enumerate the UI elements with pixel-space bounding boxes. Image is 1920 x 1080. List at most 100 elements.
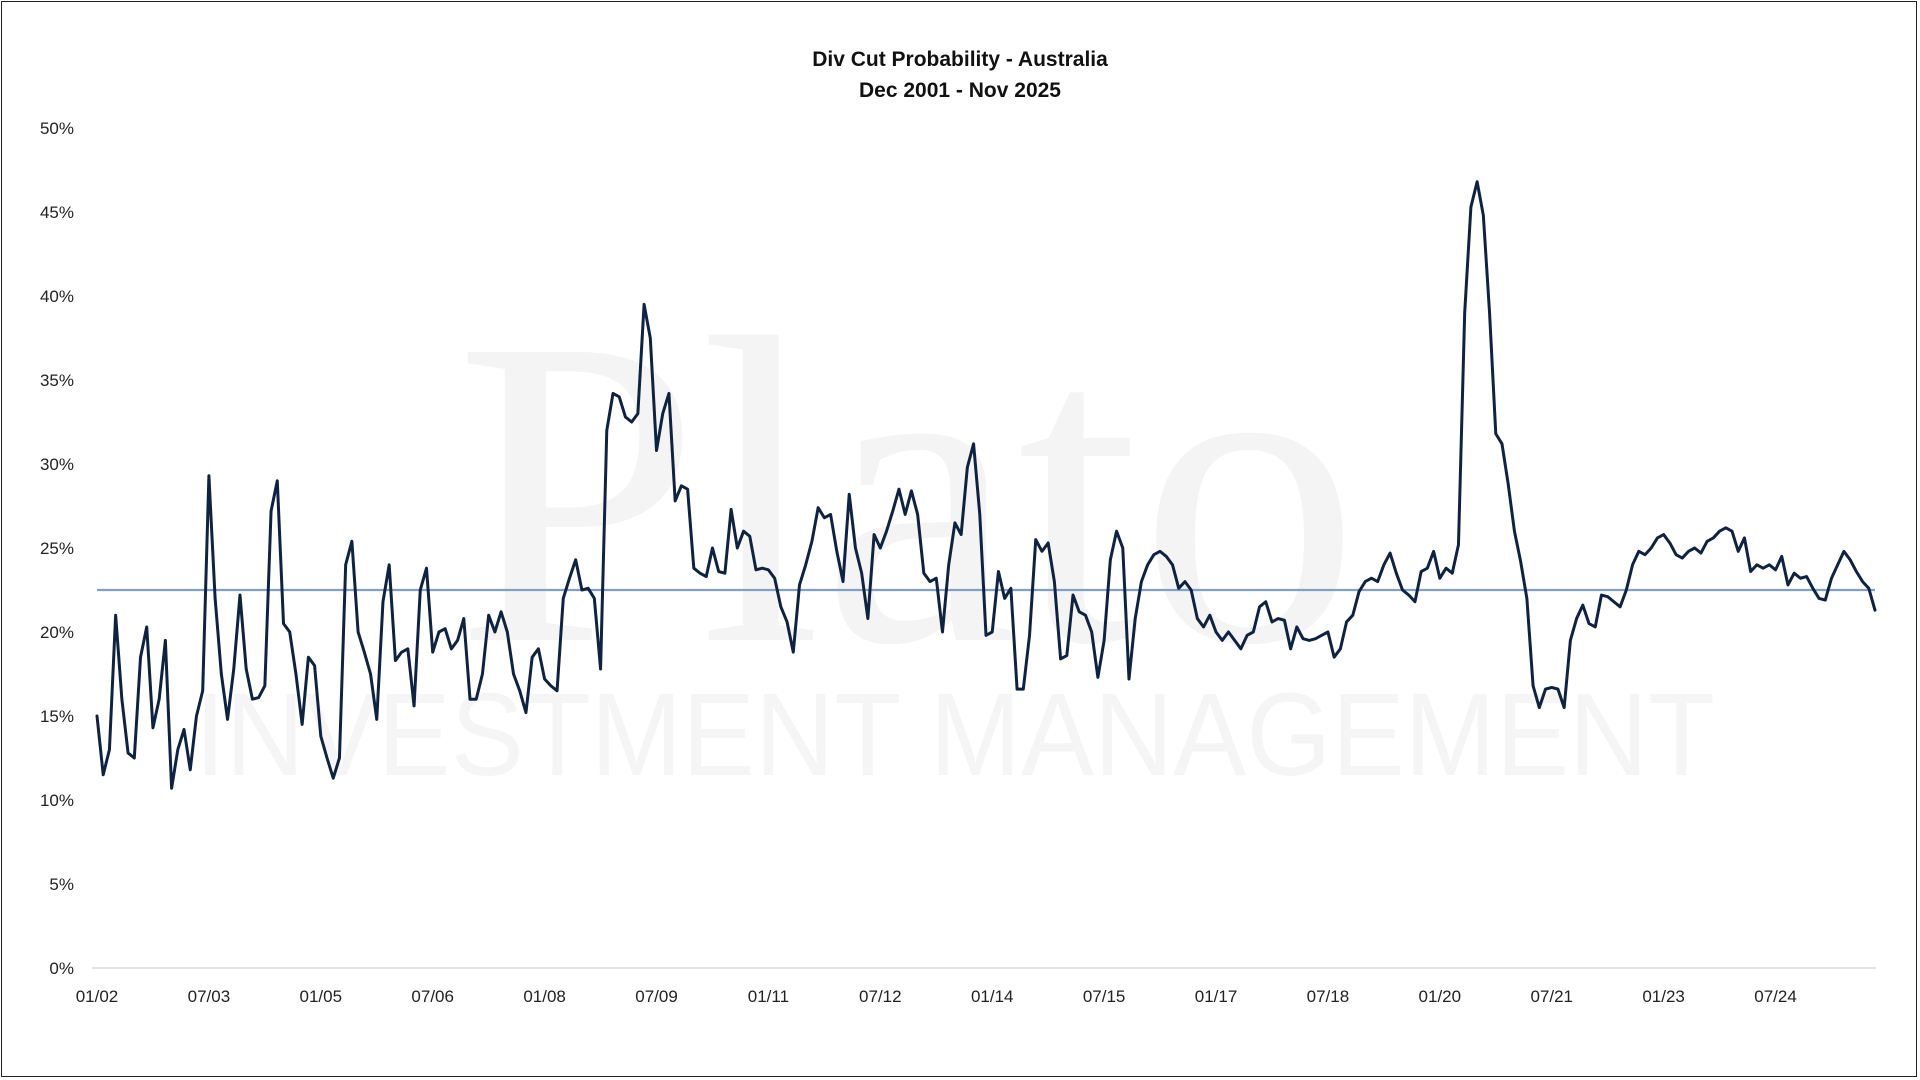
data-point (1128, 678, 1130, 680)
data-point (1445, 567, 1447, 570)
data-point (668, 392, 670, 395)
data-point (649, 337, 652, 339)
data-point (1637, 550, 1640, 553)
data-point (1134, 617, 1137, 620)
data-point (1289, 647, 1292, 650)
data-point (164, 639, 167, 642)
x-tick-label: 07/15 (1083, 987, 1126, 1006)
data-point (357, 631, 359, 633)
data-point (481, 673, 484, 675)
data-point (972, 442, 975, 445)
data-point (1003, 597, 1006, 600)
data-point (755, 568, 757, 571)
data-point (1345, 621, 1348, 623)
data-point (1016, 688, 1018, 691)
data-point (1246, 634, 1248, 637)
data-point (1644, 553, 1646, 556)
chart-title: Div Cut Probability - Australia (812, 48, 1108, 71)
data-point (1395, 572, 1398, 575)
data-point (1401, 589, 1404, 591)
data-point (469, 698, 471, 701)
watermark-tagline: INVESTMENT MANAGEMENT (195, 669, 1715, 801)
chart-subtitle: Dec 2001 - Nov 2025 (859, 79, 1061, 102)
data-point (388, 563, 391, 566)
data-point (792, 651, 795, 654)
data-point (605, 429, 608, 432)
data-point (456, 639, 459, 642)
data-point (239, 594, 241, 596)
data-point (742, 530, 745, 533)
data-point (1861, 580, 1864, 583)
data-point (1047, 542, 1050, 544)
data-point (587, 587, 590, 590)
data-point (1271, 621, 1273, 623)
data-point (158, 698, 161, 701)
data-point (176, 748, 179, 751)
data-point (1749, 570, 1752, 573)
data-point (1494, 432, 1497, 435)
data-point (1382, 563, 1385, 566)
data-point (835, 550, 838, 553)
data-point (1034, 538, 1037, 541)
data-point (1090, 631, 1093, 633)
data-point (301, 723, 304, 726)
data-point (1078, 610, 1081, 613)
data-point (1731, 530, 1733, 533)
data-point (1650, 547, 1653, 549)
data-point (910, 489, 913, 492)
data-point (475, 698, 478, 701)
x-tick-label: 01/05 (300, 987, 343, 1006)
data-point (1227, 631, 1230, 633)
data-point (1525, 597, 1528, 600)
data-point (1668, 542, 1671, 544)
x-tick-label: 07/21 (1530, 987, 1573, 1006)
data-point (1706, 540, 1709, 543)
data-point (1028, 634, 1031, 637)
data-point (711, 547, 714, 549)
x-axis: 01/02 07/03 01/05 07/06 01/08 07/09 01/11 07/12… (76, 987, 1797, 1006)
x-tick-label: 07/09 (635, 987, 678, 1006)
data-point (108, 748, 111, 751)
data-point (1675, 553, 1677, 556)
data-point (680, 484, 683, 487)
data-point (1184, 580, 1186, 583)
data-point (1581, 604, 1584, 607)
data-point (1737, 550, 1740, 553)
data-point (1072, 594, 1074, 596)
data-point (1221, 639, 1224, 642)
y-axis: 0% 5% 10% 15% 20% 25% 30% 35% 40% 45% 50% (40, 119, 74, 978)
data-point (382, 600, 384, 603)
data-point (823, 516, 826, 519)
data-point (1041, 550, 1043, 553)
data-point (568, 577, 571, 580)
data-point (866, 617, 869, 620)
data-point (1619, 605, 1622, 608)
data-point (985, 634, 987, 637)
data-point (1712, 537, 1715, 539)
data-point (444, 627, 447, 630)
data-point (127, 752, 129, 754)
data-point (1320, 634, 1323, 637)
data-point (761, 567, 764, 570)
data-point (730, 508, 733, 511)
y-tick-label: 10% (40, 791, 74, 810)
data-point (114, 614, 117, 617)
data-point (425, 567, 428, 570)
y-tick-label: 25% (40, 539, 74, 558)
data-point (1295, 626, 1298, 628)
data-point (1575, 617, 1578, 620)
data-point (997, 570, 1000, 573)
data-point (798, 584, 801, 586)
x-tick-label: 01/17 (1195, 987, 1238, 1006)
data-point (1103, 639, 1106, 642)
data-point (1768, 563, 1771, 566)
data-point (431, 651, 434, 654)
x-tick-label: 07/12 (859, 987, 902, 1006)
data-point (599, 668, 602, 670)
data-point (1501, 442, 1503, 445)
data-point (929, 580, 931, 583)
data-point (1239, 647, 1242, 650)
data-point (904, 513, 907, 516)
data-point (1451, 572, 1454, 575)
data-point (556, 689, 558, 692)
